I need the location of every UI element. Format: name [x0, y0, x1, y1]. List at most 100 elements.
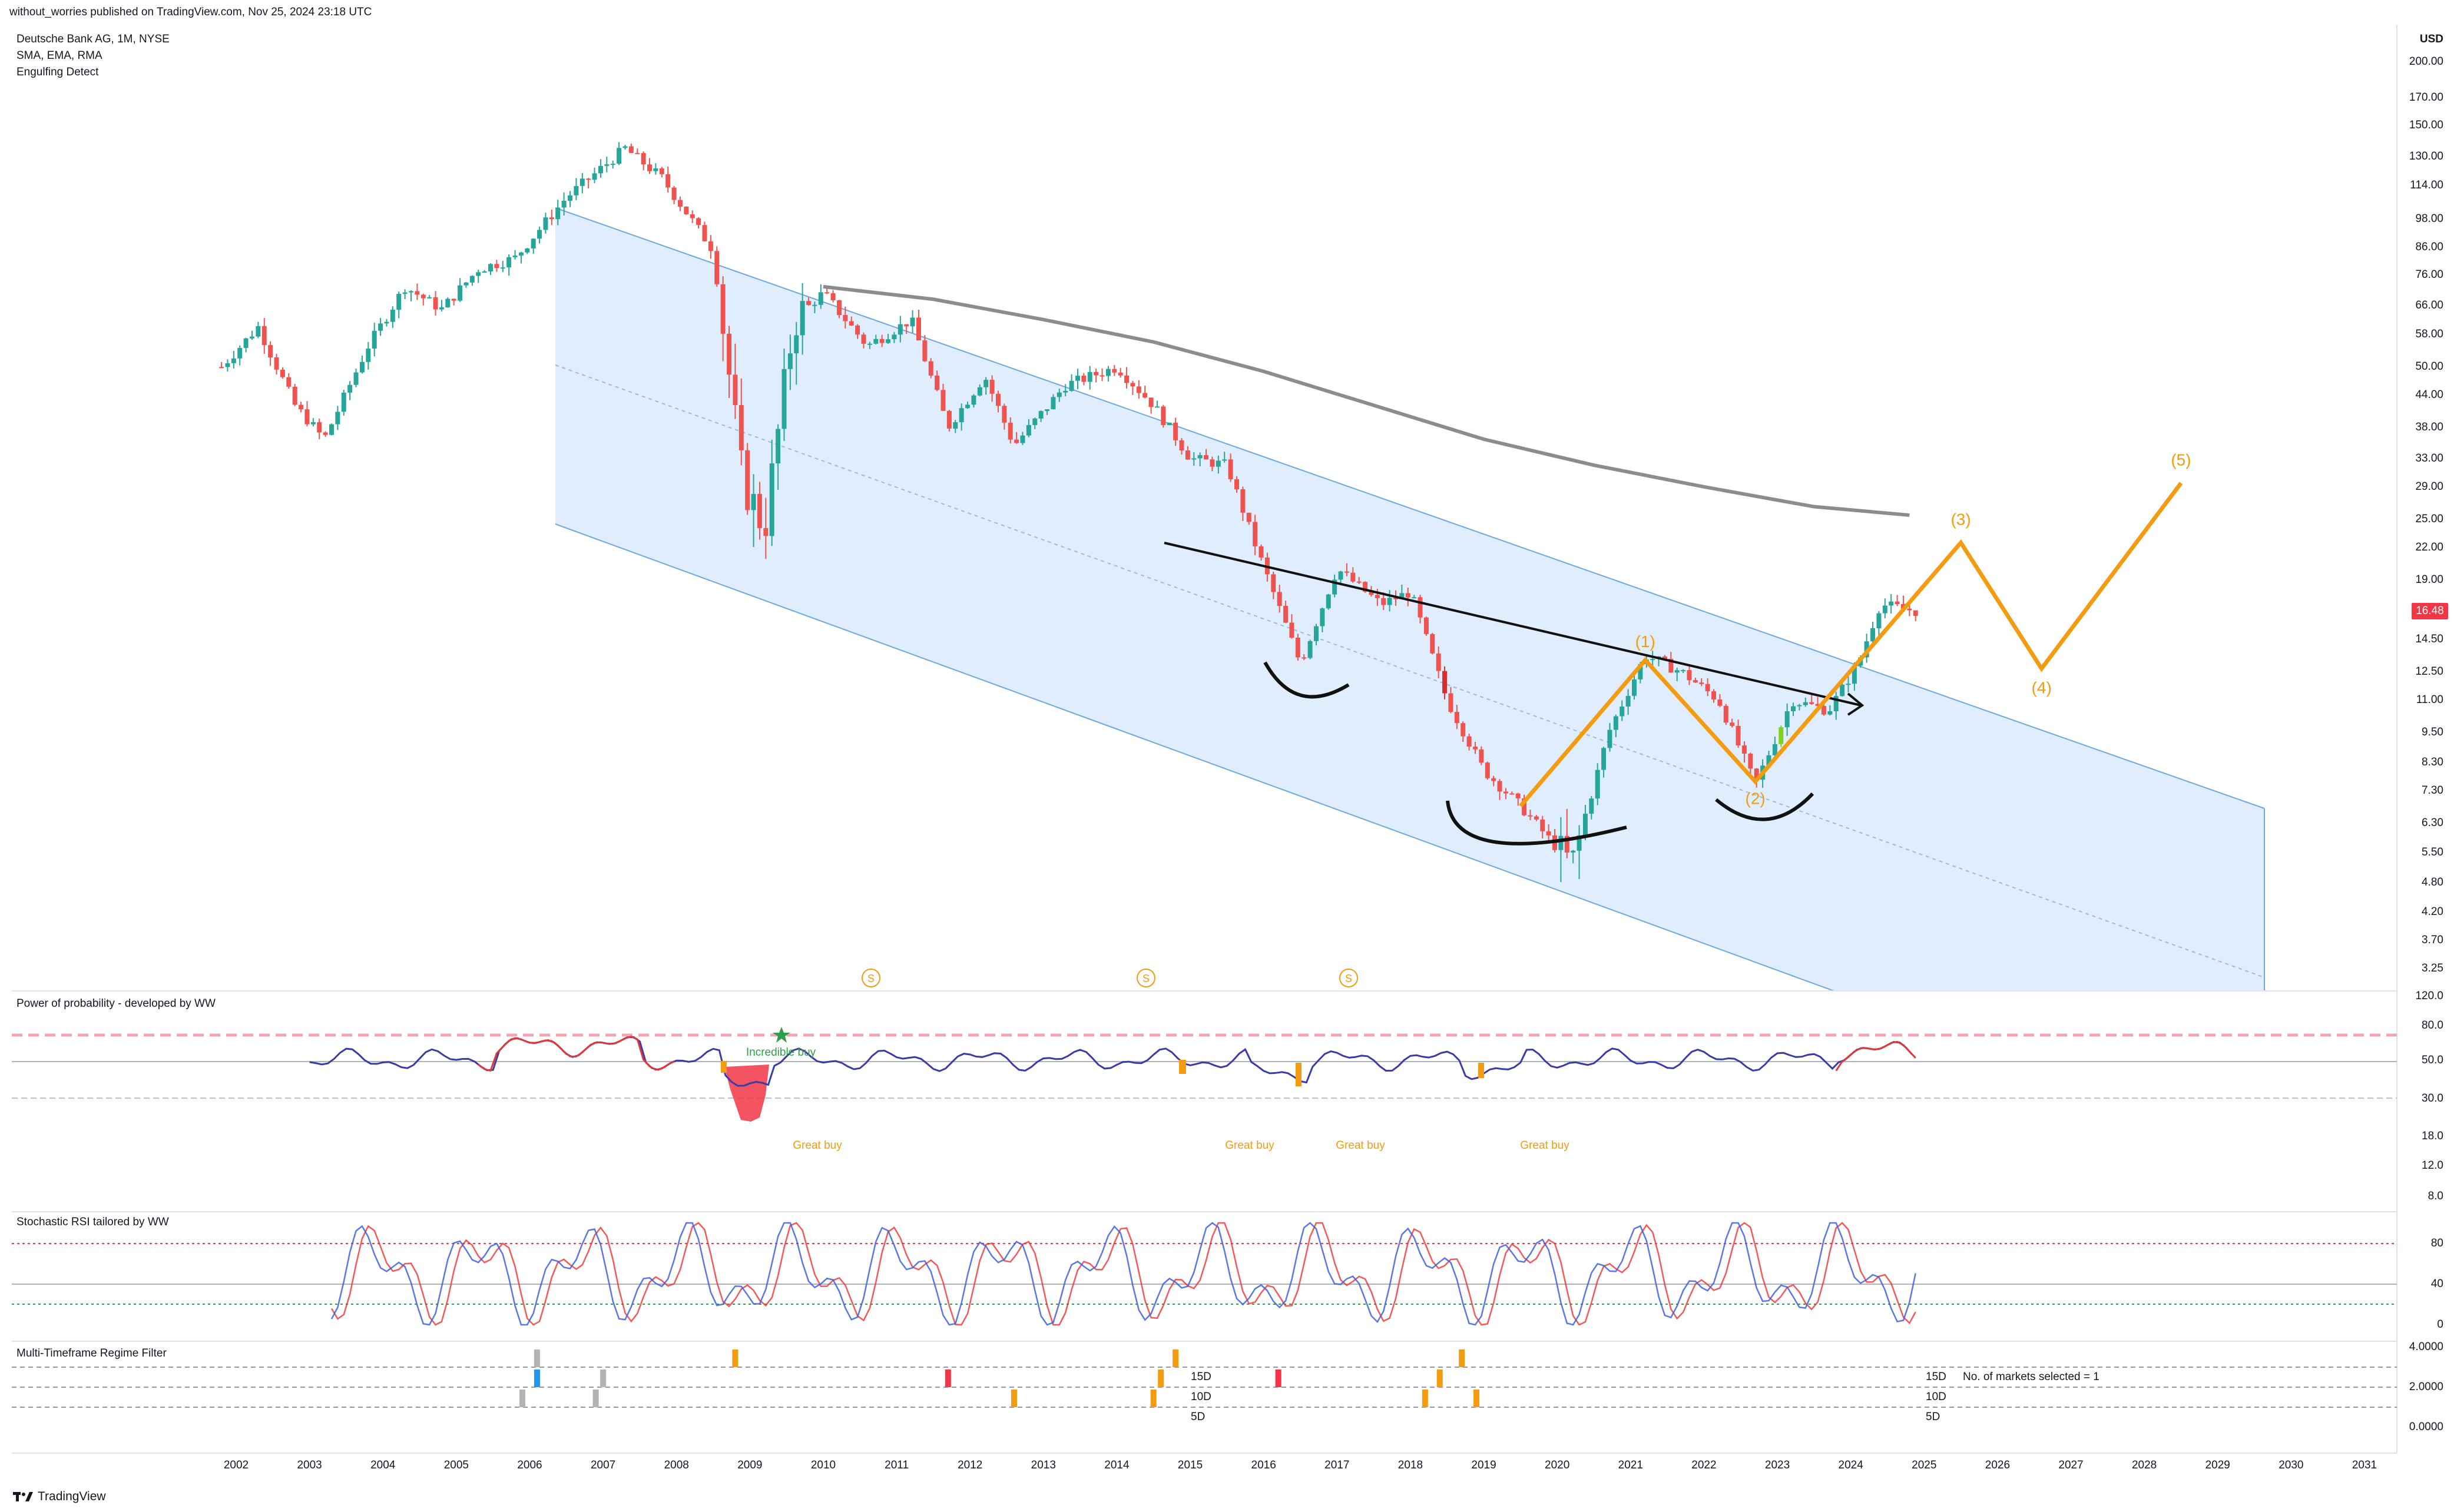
- candle: [1038, 410, 1044, 422]
- great-buy-label: Great buy: [793, 1139, 842, 1152]
- candle: [396, 291, 402, 319]
- candle: [1118, 368, 1123, 378]
- wave-label: (1): [1635, 632, 1655, 651]
- candle: [1289, 614, 1294, 639]
- candle: [1913, 610, 1918, 621]
- great-buy-bar: [1478, 1063, 1484, 1078]
- candle: [610, 160, 615, 169]
- candle: [1148, 397, 1154, 414]
- candle: [384, 319, 389, 327]
- regime-mark: [1459, 1349, 1465, 1367]
- regime-mark: [1436, 1370, 1443, 1387]
- candle: [1473, 741, 1478, 754]
- time-tick: 2029: [2205, 1459, 2230, 1471]
- candle: [769, 439, 774, 546]
- candle: [892, 331, 897, 343]
- candle: [1736, 719, 1741, 748]
- candle: [280, 367, 285, 379]
- candle: [1730, 718, 1735, 728]
- dividend-marker-2[interactable]: S: [1137, 969, 1155, 987]
- dividend-marker-1[interactable]: S: [862, 969, 880, 987]
- candle: [1509, 791, 1515, 795]
- candle: [867, 341, 872, 349]
- candle: [1204, 449, 1209, 460]
- price-tick: 29.00: [2415, 480, 2443, 493]
- price-tick: 50.00: [2415, 360, 2443, 373]
- candle: [1882, 598, 1887, 619]
- candle: [1081, 373, 1087, 386]
- price-tick: 170.00: [2409, 91, 2443, 104]
- regime-pane-title[interactable]: Multi-Timeframe Regime Filter: [16, 1347, 167, 1360]
- regime-row-label: 15D: [1926, 1371, 1946, 1383]
- stoch-pane-title[interactable]: Stochastic RSI tailored by WW: [16, 1216, 169, 1228]
- candle: [1479, 746, 1484, 765]
- candle: [469, 275, 475, 286]
- candle: [1136, 380, 1141, 399]
- candle: [1179, 438, 1184, 455]
- wave-label: (5): [2171, 450, 2191, 469]
- candle: [1607, 722, 1612, 752]
- candle: [1423, 616, 1429, 636]
- candle: [518, 251, 524, 264]
- candle: [1350, 567, 1356, 583]
- candle: [1717, 694, 1723, 707]
- tradingview-brand[interactable]: TradingView: [13, 1490, 106, 1504]
- candle: [335, 406, 340, 430]
- candle: [286, 373, 292, 389]
- candle: [1442, 666, 1448, 699]
- power-pane-title[interactable]: Power of probability - developed by WW: [16, 997, 216, 1010]
- candle: [806, 297, 812, 306]
- candle: [940, 383, 946, 412]
- time-tick: 2005: [443, 1459, 469, 1471]
- time-tick: 2012: [958, 1459, 983, 1471]
- time-tick: 2024: [1838, 1459, 1863, 1471]
- candle: [1301, 654, 1307, 661]
- candle: [1803, 697, 1808, 707]
- candle: [292, 383, 297, 406]
- candle: [1008, 417, 1013, 444]
- dividend-letter: S: [1345, 973, 1352, 984]
- power-tick: 80.0: [2422, 1019, 2443, 1032]
- candle: [977, 384, 982, 397]
- regime-mark: [945, 1370, 951, 1387]
- symbol-legend[interactable]: Deutsche Bank AG, 1M, NYSE: [16, 33, 170, 45]
- time-tick: 2018: [1397, 1459, 1423, 1471]
- indicator-legend-engulfing[interactable]: Engulfing Detect: [16, 66, 99, 78]
- candle: [561, 192, 567, 216]
- candle: [219, 362, 224, 369]
- power-oversold-fill: [724, 1065, 769, 1122]
- regime-mark: [1150, 1390, 1157, 1407]
- time-tick: 2002: [223, 1459, 249, 1471]
- candle: [482, 270, 487, 273]
- candle: [476, 269, 481, 283]
- dividend-marker-3[interactable]: S: [1339, 969, 1358, 987]
- candle: [1057, 389, 1062, 402]
- time-tick: 2028: [2131, 1459, 2157, 1471]
- candle: [1277, 585, 1282, 613]
- power-line-overbought: [478, 1036, 1916, 1072]
- candle: [928, 358, 933, 379]
- candle: [390, 306, 395, 329]
- candle: [1295, 634, 1300, 661]
- candle: [1075, 369, 1080, 389]
- candle: [1632, 672, 1637, 700]
- candle: [1216, 455, 1221, 474]
- candle: [677, 196, 683, 211]
- candle: [1173, 417, 1178, 446]
- published-by: without_worries published on TradingView…: [9, 6, 372, 18]
- indicator-legend-ma[interactable]: SMA, EMA, RMA: [16, 49, 102, 62]
- candle: [1650, 651, 1655, 667]
- candle: [751, 474, 756, 548]
- power-pane: Incredible buy Great buy Great buy Great…: [12, 1027, 2397, 1152]
- regime-mark: [519, 1390, 526, 1407]
- candle: [237, 345, 243, 366]
- candle: [500, 261, 505, 273]
- candle: [274, 353, 279, 375]
- candle: [568, 191, 573, 207]
- candle: [745, 443, 750, 515]
- candle: [1741, 741, 1747, 763]
- candle: [617, 142, 622, 165]
- price-tick: 14.50: [2415, 632, 2443, 645]
- time-tick: 2016: [1251, 1459, 1276, 1471]
